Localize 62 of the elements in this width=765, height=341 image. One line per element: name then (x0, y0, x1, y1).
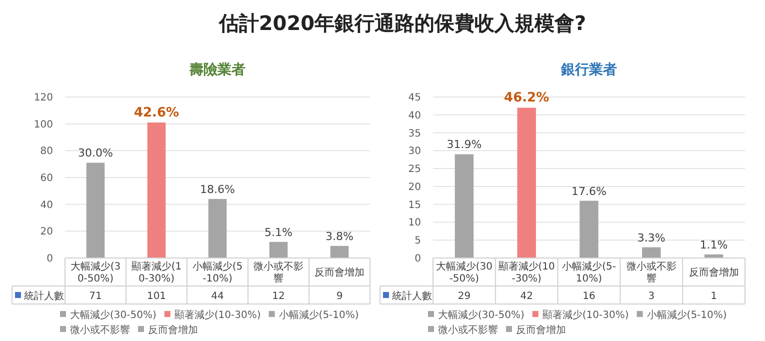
annotation: 46.2% (504, 90, 550, 106)
y-tick-label: 60 (40, 173, 53, 184)
x-tick-label: 微小或不影響 (254, 260, 304, 284)
x-tick-label: 顯著減少(10-30%) (498, 260, 555, 284)
x-tick-label: 顯著減少(10-30%) (131, 260, 182, 284)
y-tick-label: 30 (408, 146, 421, 158)
y-tick-label: 45 (408, 92, 421, 104)
y-tick-label: 120 (34, 92, 53, 104)
data-label: 101 (146, 291, 166, 302)
annotation: 18.6% (200, 182, 235, 196)
data-label: 44 (211, 291, 224, 302)
chart-subtitle: 壽險業者 (188, 62, 246, 78)
y-tick-label: 10 (408, 218, 421, 229)
y-tick-label: 0 (46, 254, 53, 264)
category-label: 大幅減少(30-50%) (438, 310, 524, 321)
x-tick-label: 小幅減少(5-10%) (562, 260, 616, 284)
category-label: 微小或不影響 (438, 325, 498, 336)
category-label: 反而會增加 (516, 325, 566, 336)
data-label: 9 (336, 291, 343, 302)
data-label: 16 (582, 291, 596, 302)
y-tick-label: 40 (408, 110, 421, 122)
data-label: 29 (458, 291, 471, 302)
y-tick-label: 25 (408, 164, 421, 176)
x-tick-label: 反而會增加 (314, 266, 364, 278)
data-label: 42 (520, 291, 533, 302)
annotation: 3.8% (326, 230, 354, 243)
annotation: 3.3% (637, 231, 666, 244)
annotation: 42.6% (134, 105, 180, 120)
data-label: 71 (89, 291, 102, 302)
y-tick-label: 100 (34, 119, 53, 130)
category-label: 微小或不影響 (70, 325, 130, 336)
annotation: 17.6% (572, 184, 606, 198)
category-label: 反而會增加 (148, 325, 198, 336)
data-label: 12 (272, 291, 285, 302)
data-label: 1 (710, 291, 717, 302)
category-label: 小幅減少(5-10%) (278, 310, 359, 321)
annotation: 5.1% (264, 226, 292, 239)
chart-title: 估計2020年銀行通路的保費收入規模會? (218, 11, 586, 35)
chart-title: 銀行業者 (560, 62, 617, 78)
y-tick-label: 5 (414, 236, 421, 247)
annotation: 1.1% (700, 238, 728, 252)
y-tick-label: 15 (408, 200, 421, 211)
data-label: 3 (648, 291, 655, 302)
x-tick-label: 大幅減少(30-50%) (70, 260, 121, 284)
x-tick-label: 微小或不影響 (626, 260, 676, 284)
x-tick-label: 反而會增加 (688, 266, 739, 278)
y-tick-label: 20 (40, 226, 53, 238)
annotation: 31.9% (446, 138, 482, 152)
category-label: 顯著減少(10-30%) (542, 310, 629, 321)
y-tick-label: 80 (40, 146, 53, 158)
x-tick-label: 小幅減少(5-10%) (192, 260, 243, 284)
y-tick-label: 35 (408, 128, 421, 140)
category-label: 顯著減少(10-30%) (174, 310, 261, 321)
text: 統計人數 (24, 290, 64, 302)
y-tick-label: 40 (40, 200, 53, 211)
y-tick-label: 20 (408, 182, 421, 193)
category-label: 大幅減少(30-50%) (70, 310, 156, 321)
x-tick-label: 大幅減少(30-50%) (436, 260, 493, 284)
y-tick-label: 0 (414, 254, 421, 264)
annotation: 30.0% (78, 146, 113, 160)
text: 統計人數 (392, 290, 432, 302)
category-label: 小幅減少(5-10%) (646, 310, 727, 321)
